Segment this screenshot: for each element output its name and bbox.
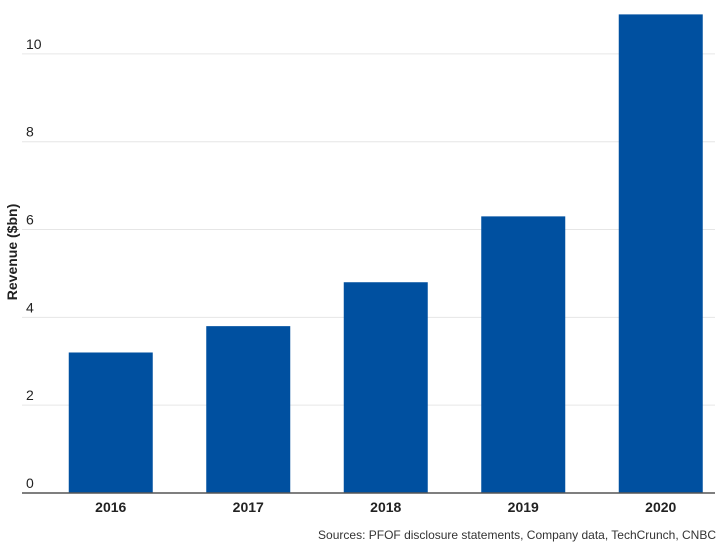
y-tick-label: 4 <box>26 299 34 315</box>
y-tick-labels: 0 2 4 6 8 10 <box>26 36 42 491</box>
bar-2019 <box>481 216 566 493</box>
x-tick-labels: 2016 2017 2018 2019 2020 <box>95 499 676 515</box>
bar-2018 <box>343 282 428 493</box>
y-axis-title: Revenue ($bn) <box>4 204 20 300</box>
source-note: Sources: PFOF disclosure statements, Com… <box>318 528 716 542</box>
y-tick-label: 10 <box>26 36 42 52</box>
x-tick-label: 2020 <box>645 499 676 515</box>
x-tick-label: 2016 <box>95 499 126 515</box>
grid-lines <box>22 53 715 406</box>
x-tick-label: 2018 <box>370 499 401 515</box>
bar-2020 <box>618 14 703 494</box>
x-tick-label: 2019 <box>508 499 539 515</box>
y-tick-label: 6 <box>26 212 34 228</box>
bar-2016 <box>68 352 153 493</box>
y-tick-label: 2 <box>26 387 34 403</box>
bars <box>68 14 703 494</box>
y-tick-label: 8 <box>26 124 34 140</box>
x-tick-label: 2017 <box>233 499 264 515</box>
bar-2017 <box>206 326 291 493</box>
y-tick-label: 0 <box>26 475 34 491</box>
